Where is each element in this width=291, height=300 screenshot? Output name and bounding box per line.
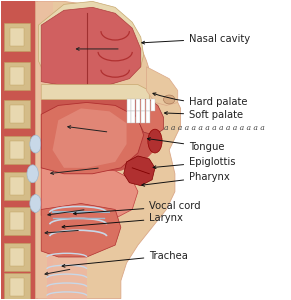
Polygon shape <box>4 100 30 128</box>
Polygon shape <box>4 136 30 164</box>
Polygon shape <box>10 105 24 123</box>
Polygon shape <box>38 2 144 85</box>
Text: Trachea: Trachea <box>62 250 188 267</box>
Polygon shape <box>36 2 53 298</box>
Ellipse shape <box>30 135 41 153</box>
Polygon shape <box>4 23 30 51</box>
Polygon shape <box>141 100 145 111</box>
Text: Vocal cord: Vocal cord <box>74 202 201 215</box>
Text: Tongue: Tongue <box>148 138 225 152</box>
Text: Larynx: Larynx <box>62 213 183 228</box>
Polygon shape <box>41 100 161 174</box>
Text: Epiglottis: Epiglottis <box>153 157 236 169</box>
Polygon shape <box>53 108 127 168</box>
Polygon shape <box>138 100 164 135</box>
Text: Nasal cavity: Nasal cavity <box>142 34 250 44</box>
Polygon shape <box>127 100 131 111</box>
Polygon shape <box>4 172 30 200</box>
Polygon shape <box>1 2 38 298</box>
Polygon shape <box>136 100 140 111</box>
Polygon shape <box>146 67 178 105</box>
Polygon shape <box>151 100 155 111</box>
Ellipse shape <box>27 165 38 183</box>
Polygon shape <box>41 203 121 257</box>
Polygon shape <box>10 67 24 85</box>
Polygon shape <box>4 207 30 236</box>
Polygon shape <box>36 2 181 298</box>
Polygon shape <box>10 177 24 195</box>
Polygon shape <box>47 251 87 298</box>
Text: Pharynx: Pharynx <box>142 172 230 186</box>
Polygon shape <box>4 243 30 271</box>
Polygon shape <box>4 61 30 90</box>
Polygon shape <box>10 248 24 266</box>
Polygon shape <box>41 7 141 85</box>
Polygon shape <box>146 100 150 111</box>
Polygon shape <box>10 212 24 230</box>
Polygon shape <box>131 100 135 111</box>
Polygon shape <box>10 141 24 159</box>
Polygon shape <box>131 111 135 123</box>
Polygon shape <box>127 111 131 123</box>
Text: a a a a a a a a a a a a a a a: a a a a a a a a a a a a a a a <box>164 124 264 132</box>
Polygon shape <box>41 85 149 100</box>
Ellipse shape <box>148 129 162 153</box>
Ellipse shape <box>30 195 41 212</box>
Polygon shape <box>136 111 140 123</box>
Polygon shape <box>41 102 144 174</box>
Text: Soft palate: Soft palate <box>164 110 243 120</box>
Polygon shape <box>41 168 138 227</box>
Polygon shape <box>146 111 150 123</box>
Ellipse shape <box>164 95 175 104</box>
Polygon shape <box>4 273 30 300</box>
Polygon shape <box>10 28 24 46</box>
Polygon shape <box>10 278 24 296</box>
Text: Hard palate: Hard palate <box>153 93 248 107</box>
Polygon shape <box>141 111 145 123</box>
Polygon shape <box>124 156 155 186</box>
